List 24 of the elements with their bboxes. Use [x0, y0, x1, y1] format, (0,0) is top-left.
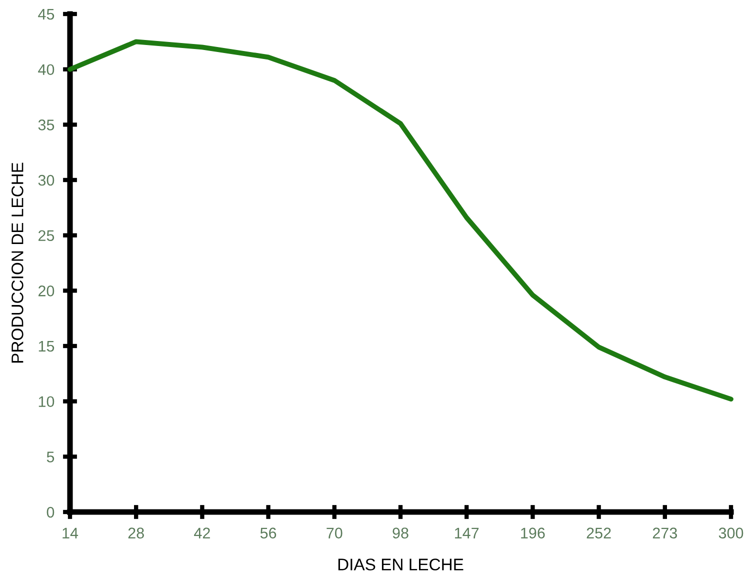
y-tick-label: 20	[38, 286, 54, 296]
y-tick-label: 5	[46, 452, 54, 462]
x-tick-label: 14	[62, 528, 78, 538]
x-tick-label: 98	[392, 528, 408, 538]
x-axis-title: DIAS EN LECHE	[338, 558, 464, 570]
y-tick-label: 45	[38, 9, 54, 20]
x-tick-label: 273	[652, 528, 677, 538]
x-tick-label: 196	[521, 528, 545, 538]
y-axis-title: PRODUCCION DE LECHE	[12, 162, 24, 363]
y-tick-label: 15	[38, 341, 54, 352]
x-tick-label: 56	[260, 528, 276, 538]
x-tick-label: 300	[718, 528, 744, 538]
x-tick-label: 70	[326, 528, 342, 538]
y-tick-label: 40	[38, 64, 54, 76]
y-tick-label: 0	[46, 506, 54, 518]
y-tick-label: 30	[38, 174, 54, 186]
line-series	[68, 39, 734, 402]
x-tick-label: 252	[586, 528, 611, 538]
x-tick-label: 28	[128, 528, 144, 538]
x-tick-label: 42	[194, 528, 210, 538]
y-tick-label: 10	[38, 396, 54, 408]
y-tick-label: 25	[38, 230, 54, 242]
x-tick-label: 147	[455, 528, 479, 538]
y-tick-label: 35	[38, 120, 54, 130]
